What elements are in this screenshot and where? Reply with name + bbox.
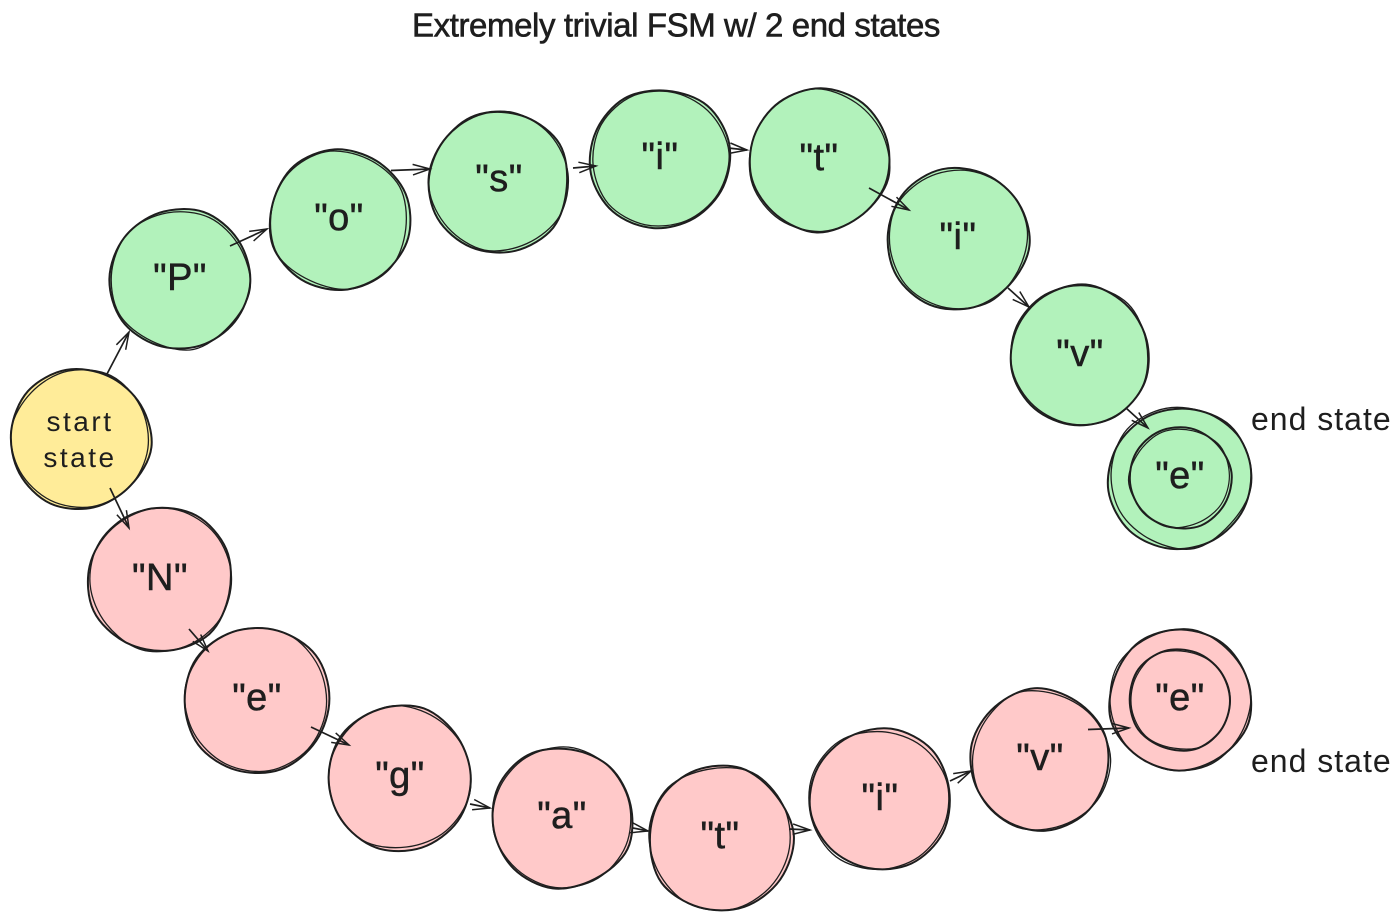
svg-text:"i": "i": [642, 136, 679, 178]
svg-text:"t": "t": [700, 815, 739, 857]
svg-text:state: state: [43, 442, 116, 473]
svg-text:"i": "i": [940, 216, 977, 258]
svg-text:"i": "i": [862, 777, 899, 819]
svg-text:end state: end state: [1251, 401, 1392, 437]
svg-text:start: start: [47, 406, 114, 437]
svg-text:"v": "v": [1016, 737, 1063, 779]
svg-text:end state: end state: [1251, 743, 1392, 779]
svg-text:"e": "e": [1155, 677, 1205, 719]
svg-text:"e": "e": [232, 677, 282, 719]
svg-text:"s": "s": [475, 158, 522, 200]
svg-text:"g": "g": [375, 755, 425, 797]
svg-text:"P": "P": [153, 257, 207, 299]
svg-text:"N": "N": [132, 557, 188, 599]
svg-text:"o": "o": [314, 197, 364, 239]
svg-text:Extremely trivial FSM w/ 2 end: Extremely trivial FSM w/ 2 end states: [412, 7, 940, 44]
svg-text:"v": "v": [1056, 333, 1103, 375]
svg-text:"t": "t": [799, 137, 838, 179]
svg-text:"a": "a": [537, 795, 587, 837]
svg-text:"e": "e": [1155, 455, 1205, 497]
